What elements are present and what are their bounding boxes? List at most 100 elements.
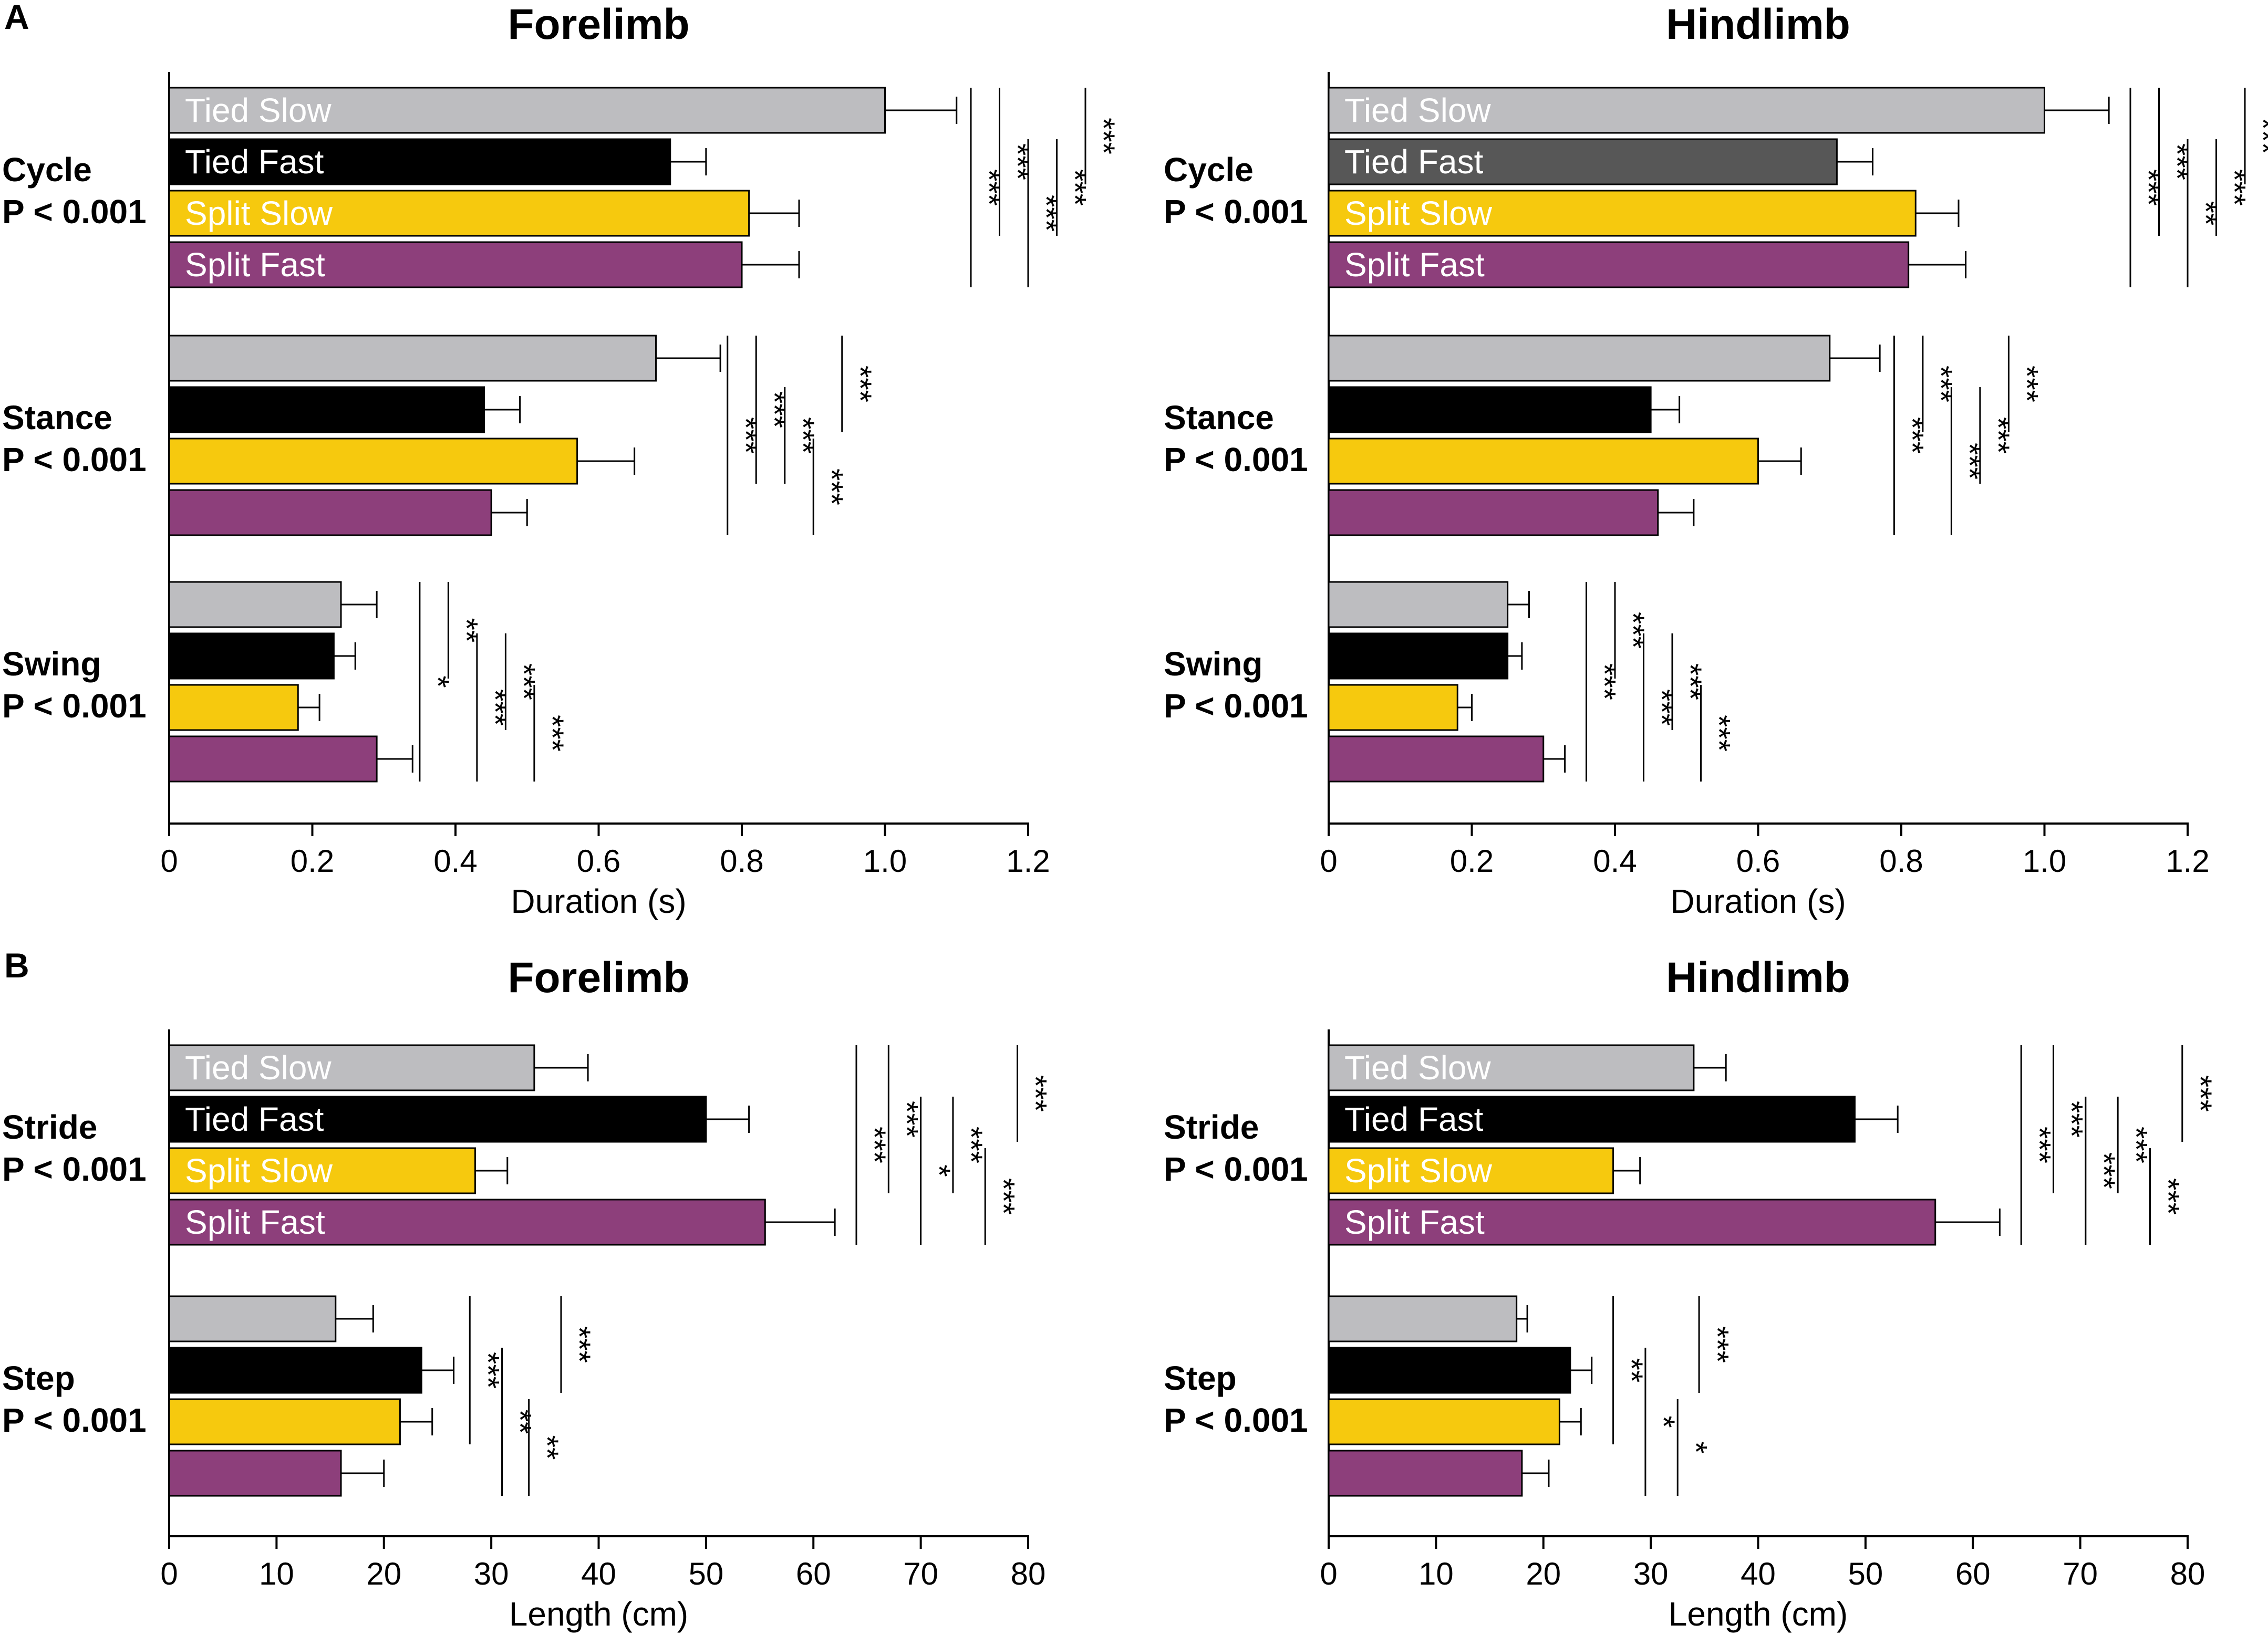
bar-label: Split Slow bbox=[1344, 1152, 1493, 1190]
x-tick-label: 0.4 bbox=[433, 843, 477, 879]
significance-stars: *** bbox=[889, 1101, 924, 1138]
bar-step-tied-fast bbox=[168, 1347, 422, 1394]
bar-cycle-tied-fast bbox=[1328, 138, 1838, 185]
group-name: Cycle bbox=[2, 151, 92, 189]
bar-stride-tied-fast bbox=[1328, 1096, 1856, 1143]
bar-cycle-split-fast bbox=[1328, 241, 1910, 288]
x-tick-label: 70 bbox=[2063, 1556, 2098, 1591]
bar-stance-tied-slow bbox=[168, 335, 657, 382]
significance-stars: *** bbox=[2086, 1152, 2121, 1189]
bar-label: Split Slow bbox=[1344, 194, 1493, 232]
group-label-stance: Stance P < 0.001 bbox=[1164, 397, 1308, 481]
group-label-cycle: Cycle P < 0.001 bbox=[1164, 149, 1308, 233]
bar-label: Tied Fast bbox=[185, 143, 324, 181]
significance-stars: *** bbox=[1673, 663, 1708, 700]
significance-stars: *** bbox=[2010, 366, 2045, 402]
bar-stance-tied-fast bbox=[168, 386, 485, 433]
x-tick-label: 1.2 bbox=[2166, 843, 2209, 879]
significance-stars: *** bbox=[1644, 689, 1680, 726]
significance-stars: *** bbox=[2245, 118, 2268, 154]
x-tick-label: 0 bbox=[160, 843, 178, 879]
chart-title: Forelimb bbox=[508, 954, 690, 1002]
bar-stride-split-fast bbox=[168, 1199, 766, 1246]
x-axis-label: Length (cm) bbox=[509, 1595, 688, 1633]
significance-stars: *** bbox=[1000, 143, 1035, 180]
group-name: Stride bbox=[1164, 1108, 1259, 1146]
group-p-value: P < 0.001 bbox=[2, 1150, 147, 1188]
significance-stars: *** bbox=[1058, 169, 1093, 206]
significance-stars: *** bbox=[1086, 118, 1121, 154]
significance-stars: *** bbox=[2217, 169, 2252, 206]
x-tick-label: 10 bbox=[259, 1556, 294, 1591]
bar-stride-tied-slow bbox=[1328, 1044, 1695, 1091]
bar-stance-tied-slow bbox=[1328, 335, 1831, 382]
bar-stride-split-fast bbox=[1328, 1199, 1936, 1246]
significance-stars: *** bbox=[814, 468, 849, 505]
x-tick-label: 0.6 bbox=[1736, 843, 1780, 879]
significance-stars: *** bbox=[1029, 195, 1064, 232]
significance-stars: ** bbox=[1614, 1358, 1649, 1383]
group-p-value: P < 0.001 bbox=[1164, 441, 1308, 478]
significance-stars: *** bbox=[562, 1326, 597, 1363]
bar-swing-split-fast bbox=[168, 735, 378, 783]
significance-stars: * bbox=[1678, 1441, 1713, 1453]
significance-stars: * bbox=[921, 1164, 957, 1176]
x-tick-label: 10 bbox=[1418, 1556, 1454, 1591]
bar-label: Tied Slow bbox=[1344, 91, 1491, 129]
group-p-value: P < 0.001 bbox=[2, 193, 147, 231]
bar-label: Tied Slow bbox=[185, 1049, 332, 1087]
group-label-stance: Stance P < 0.001 bbox=[2, 397, 147, 481]
group-label-stride: Stride P < 0.001 bbox=[2, 1106, 147, 1190]
x-tick-label: 40 bbox=[1741, 1556, 1776, 1591]
x-axis-label: Length (cm) bbox=[1669, 1595, 1848, 1633]
significance-stars: *** bbox=[2151, 1178, 2186, 1215]
x-tick-label: 60 bbox=[1955, 1556, 1991, 1591]
group-p-value: P < 0.001 bbox=[1164, 1150, 1308, 1188]
significance-stars: *** bbox=[971, 169, 1007, 206]
group-name: Stride bbox=[2, 1108, 98, 1146]
significance-stars: * bbox=[1646, 1415, 1681, 1428]
panel-letter-a: A bbox=[4, 0, 29, 36]
x-tick-label: 1.0 bbox=[863, 843, 907, 879]
group-label-swing: Swing P < 0.001 bbox=[1164, 643, 1308, 727]
significance-stars: *** bbox=[1895, 417, 1930, 454]
bar-stance-split-slow bbox=[168, 438, 578, 485]
bar-label: Split Slow bbox=[185, 194, 333, 232]
x-tick-label: 30 bbox=[474, 1556, 509, 1591]
group-p-value: P < 0.001 bbox=[2, 441, 147, 478]
bar-swing-split-slow bbox=[168, 684, 299, 731]
significance-stars: *** bbox=[1702, 715, 1737, 752]
group-label-stride: Stride P < 0.001 bbox=[1164, 1106, 1308, 1190]
bar-cycle-split-slow bbox=[1328, 190, 1917, 237]
bar-step-tied-slow bbox=[1328, 1295, 1518, 1342]
x-axis-label: Duration (s) bbox=[1670, 882, 1846, 920]
significance-stars: ** bbox=[530, 1435, 565, 1460]
group-label-swing: Swing P < 0.001 bbox=[2, 643, 147, 727]
bar-stride-split-slow bbox=[1328, 1147, 1614, 1194]
group-p-value: P < 0.001 bbox=[1164, 1401, 1308, 1439]
significance-stars: *** bbox=[1923, 366, 1959, 402]
group-label-cycle: Cycle P < 0.001 bbox=[2, 149, 147, 233]
x-tick-label: 20 bbox=[366, 1556, 401, 1591]
x-tick-label: 0.4 bbox=[1593, 843, 1637, 879]
bar-label: Split Fast bbox=[185, 246, 325, 284]
group-name: Stance bbox=[2, 399, 112, 436]
group-name: Stance bbox=[1164, 399, 1274, 436]
bar-step-tied-slow bbox=[168, 1295, 337, 1342]
significance-stars: *** bbox=[1700, 1326, 1735, 1363]
significance-stars: *** bbox=[1615, 612, 1651, 649]
significance-stars: *** bbox=[1587, 663, 1622, 700]
chart-title: Hindlimb bbox=[1666, 1, 1850, 48]
bar-swing-tied-fast bbox=[1328, 632, 1509, 680]
x-tick-label: 50 bbox=[689, 1556, 724, 1591]
group-name: Step bbox=[1164, 1359, 1237, 1397]
bar-swing-tied-fast bbox=[168, 632, 335, 680]
x-tick-label: 0.2 bbox=[291, 843, 334, 879]
x-tick-label: 50 bbox=[1848, 1556, 1883, 1591]
bar-label: Tied Fast bbox=[1344, 143, 1484, 181]
x-tick-label: 0.2 bbox=[1450, 843, 1494, 879]
